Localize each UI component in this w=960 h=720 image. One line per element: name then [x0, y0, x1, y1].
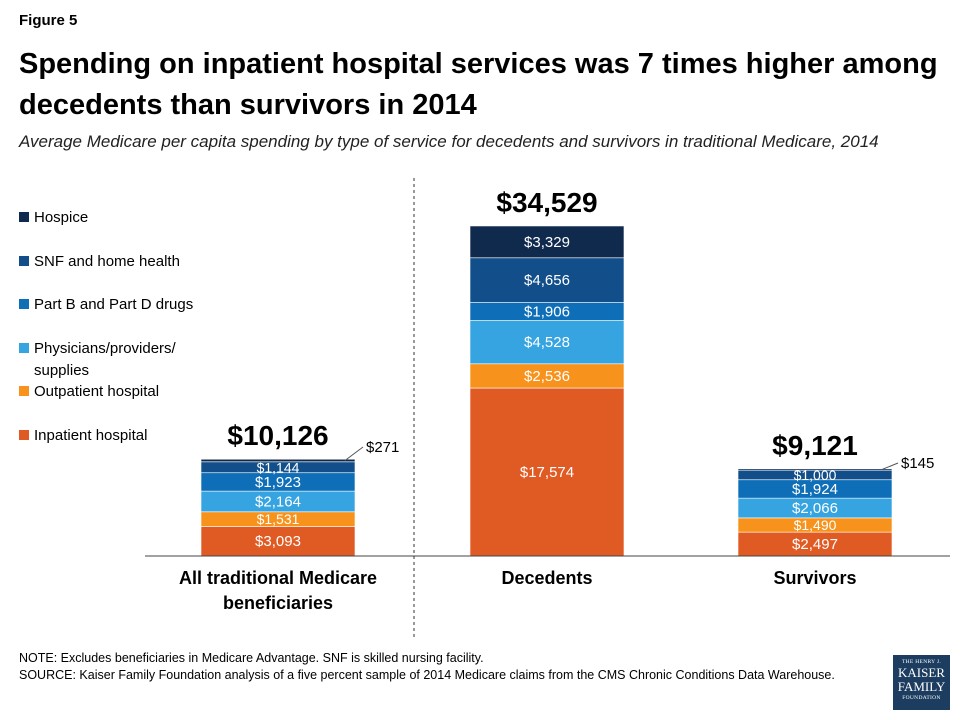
logo-line-1: THE HENRY J. [902, 659, 941, 665]
data-label: $1,144 [257, 459, 300, 475]
data-label: $1,490 [794, 517, 837, 533]
data-label: $2,066 [792, 500, 838, 517]
footnote: NOTE: Excludes beneficiaries in Medicare… [19, 650, 879, 684]
bars [200, 225, 893, 557]
source-text: SOURCE: Kaiser Family Foundation analysi… [19, 668, 835, 682]
bar-segment-hospice [200, 458, 356, 463]
legend-label-hospice: Hospice [34, 209, 88, 226]
stacked-bar-chart: Hospice SNF and home health Part B and Par… [19, 178, 950, 640]
data-label: $4,528 [524, 334, 570, 351]
logo-line-3: FAMILY [897, 679, 946, 694]
logo-line-4: FOUNDATION [902, 695, 941, 701]
data-label: $2,497 [792, 536, 838, 553]
data-label: $2,536 [524, 368, 570, 385]
legend: Hospice SNF and home health Part B and Par… [19, 209, 193, 444]
kff-logo: THE HENRY J. KAISER FAMILY FOUNDATION [893, 655, 950, 710]
legend-swatch-part-b-and-part-d-drugs [19, 299, 29, 309]
callout-line [344, 446, 364, 461]
data-label: $271 [366, 439, 399, 456]
data-label: $1,531 [257, 511, 300, 527]
legend-swatch-hospice [19, 212, 29, 222]
legend-label-outpatient-hospital: Outpatient hospital [34, 383, 159, 400]
legend-label-inpatient-hospital: Inpatient hospital [34, 427, 147, 444]
data-label: $145 [901, 455, 934, 472]
legend-label-part-b-and-part-d-drugs: Part B and Part D drugs [34, 296, 193, 313]
bar-segment-inpatient-hospital [469, 387, 625, 557]
total-label: $34,529 [496, 187, 597, 218]
legend-label-line1: Physicians/providers/ [34, 340, 177, 357]
category-label-survivors: Survivors [773, 568, 856, 588]
chart-subtitle: Average Medicare per capita spending by … [19, 132, 879, 151]
logo-line-2: KAISER [898, 665, 945, 680]
bar-segment-outpatient-hospital [469, 363, 625, 389]
category-label-line2: beneficiaries [223, 593, 333, 613]
bar-segment-snf-and-home-health [469, 257, 625, 303]
data-label: $3,093 [255, 533, 301, 550]
chart-title: Spending on inpatient hospital services … [19, 48, 938, 121]
callout-line [881, 462, 899, 470]
legend-swatch-inpatient-hospital [19, 430, 29, 440]
legend-swatch-snf-and-home-health [19, 256, 29, 266]
bar-segment-physicians-providers-supplies [469, 320, 625, 365]
legend-swatch-outpatient-hospital [19, 386, 29, 396]
bar-segment-hospice [737, 468, 893, 471]
category-label-line1: All traditional Medicare [179, 568, 377, 588]
data-label: $1,000 [794, 467, 837, 483]
bar-segment-hospice [469, 225, 625, 259]
category-axis: All traditional Medicare beneficiaries Dec… [145, 178, 950, 640]
category-label-decedents: Decedents [501, 568, 592, 588]
note-text: NOTE: Excludes beneficiaries in Medicare… [19, 651, 484, 665]
legend-swatch-physicians-providers-supplies [19, 343, 29, 353]
data-label: $1,906 [524, 303, 570, 320]
total-label: $10,126 [227, 420, 328, 451]
data-label: $3,329 [524, 234, 570, 251]
data-label: $1,924 [792, 481, 838, 498]
data-labels: $3,093 $1,531$2,164 $1,923$1,144 $271 $10,12… [227, 187, 934, 553]
data-label: $1,923 [255, 474, 301, 491]
data-label: $2,164 [255, 493, 301, 510]
legend-label-line2: supplies [34, 362, 89, 379]
data-label: $4,656 [524, 272, 570, 289]
legend-label-snf-and-home-health: SNF and home health [34, 253, 180, 270]
figure-label: Figure 5 [19, 12, 78, 29]
total-label: $9,121 [772, 430, 858, 461]
data-label: $17,574 [520, 464, 574, 481]
